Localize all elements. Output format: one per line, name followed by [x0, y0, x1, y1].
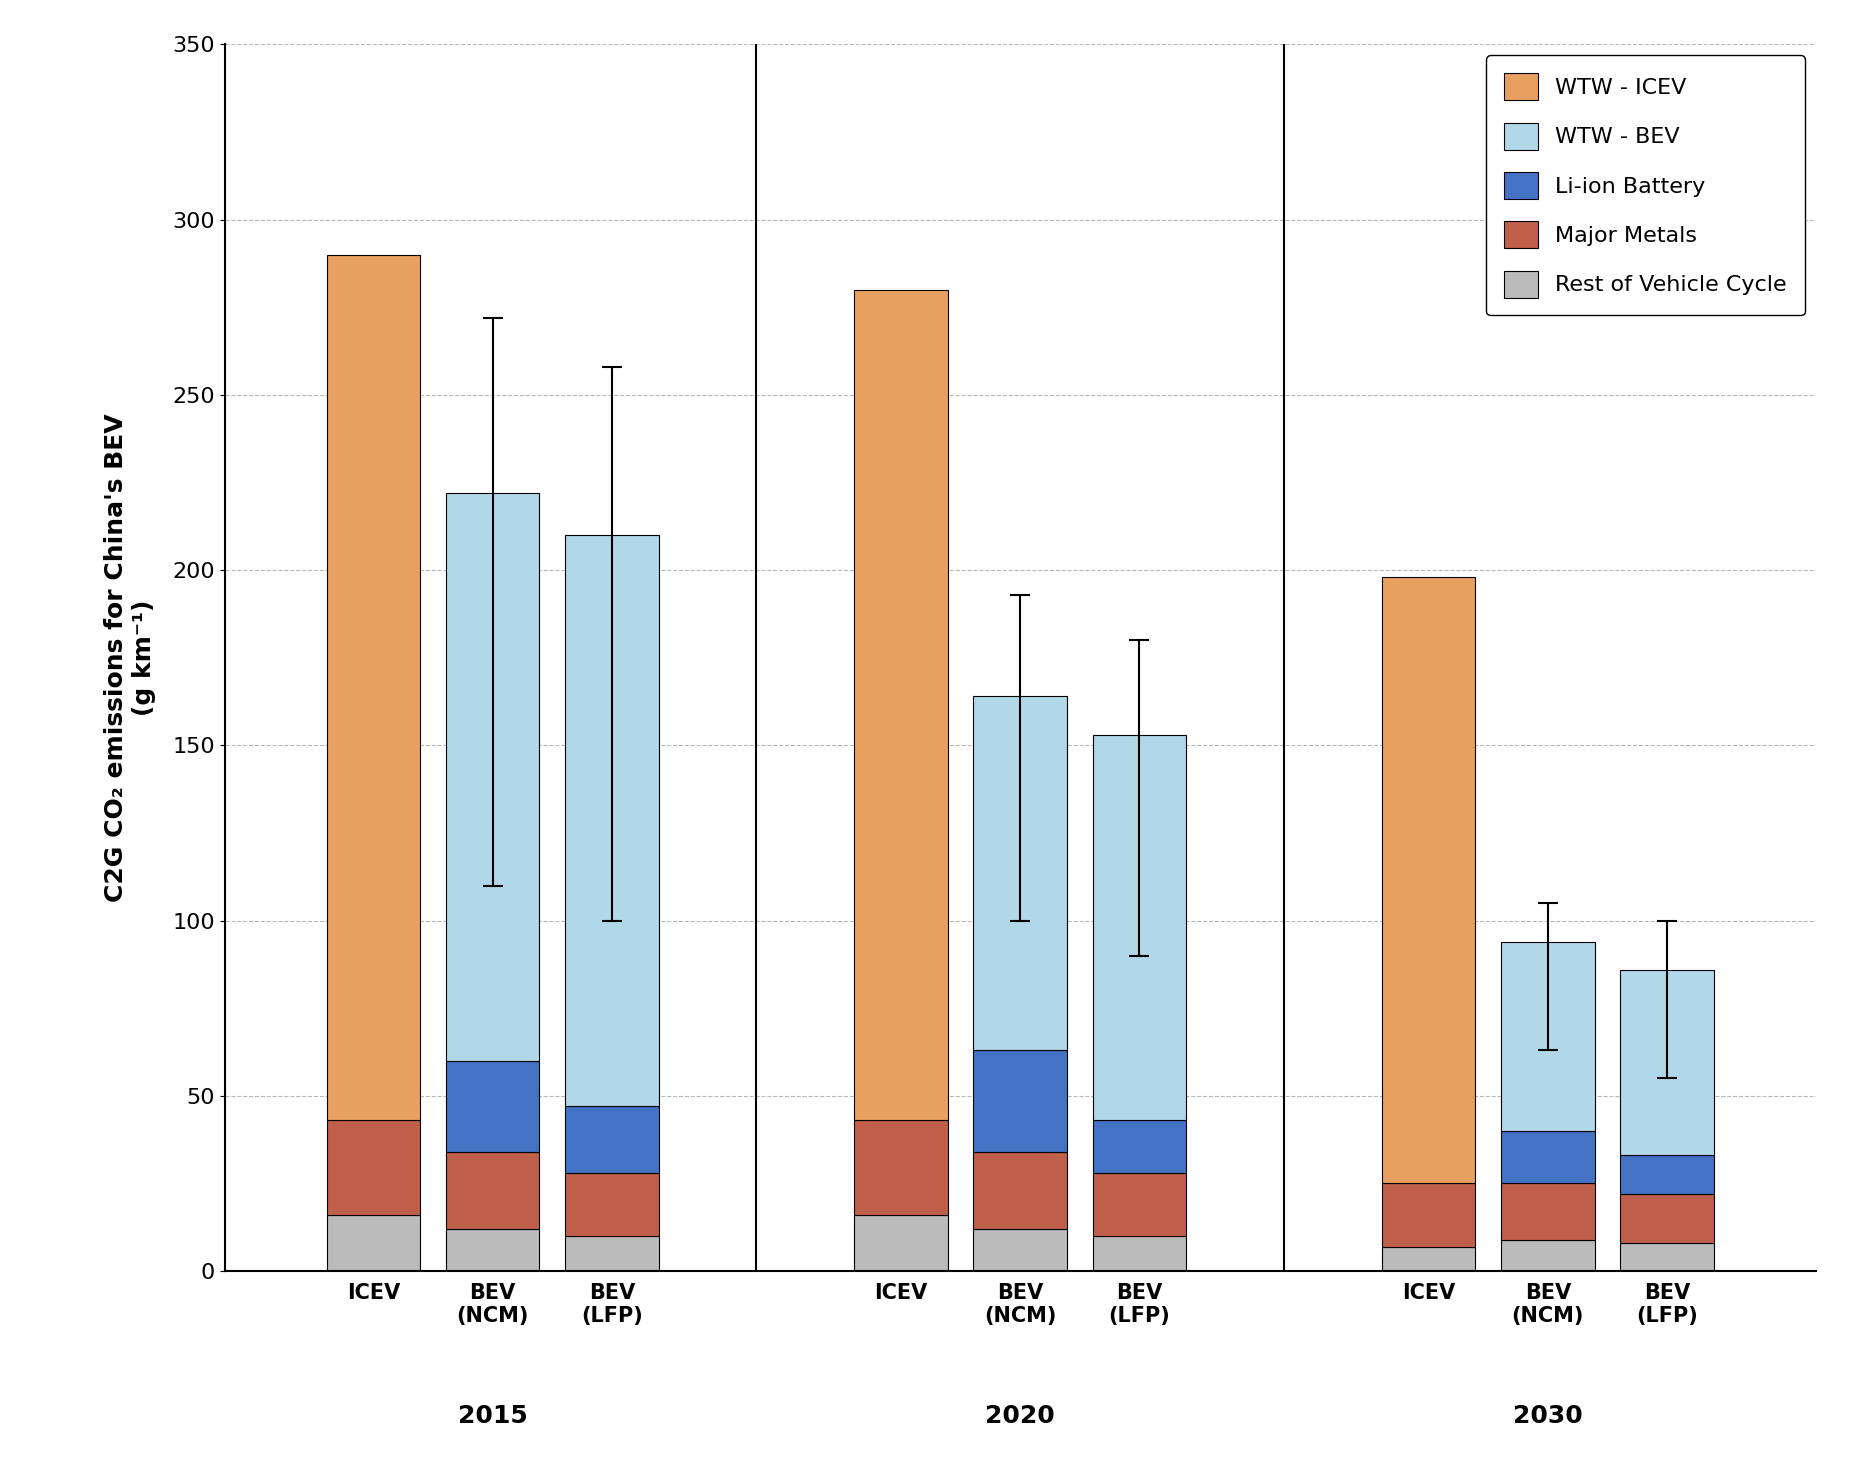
- Bar: [446, 1151, 539, 1230]
- Bar: [446, 494, 539, 1061]
- Bar: [1093, 1120, 1187, 1174]
- Bar: [446, 1061, 539, 1151]
- Bar: [1382, 1246, 1475, 1271]
- Bar: [1382, 1184, 1475, 1246]
- Bar: [1093, 1236, 1187, 1271]
- Bar: [1619, 1156, 1713, 1194]
- Bar: [328, 1215, 421, 1271]
- Bar: [854, 1215, 947, 1271]
- Bar: [973, 1051, 1067, 1151]
- Bar: [1093, 1174, 1187, 1236]
- Bar: [565, 1174, 659, 1236]
- Bar: [973, 696, 1067, 1051]
- Bar: [565, 1107, 659, 1174]
- Bar: [854, 1120, 947, 1215]
- Bar: [854, 290, 947, 1120]
- Bar: [1619, 1194, 1713, 1243]
- Bar: [1619, 970, 1713, 1156]
- Bar: [565, 1236, 659, 1271]
- Text: 2015: 2015: [459, 1404, 528, 1428]
- Bar: [973, 1230, 1067, 1271]
- Bar: [1501, 1131, 1595, 1184]
- Bar: [565, 535, 659, 1107]
- Bar: [1501, 1184, 1595, 1240]
- Legend: WTW - ICEV, WTW - BEV, Li-ion Battery, Major Metals, Rest of Vehicle Cycle: WTW - ICEV, WTW - BEV, Li-ion Battery, M…: [1486, 56, 1805, 315]
- Bar: [1501, 941, 1595, 1131]
- Bar: [446, 1230, 539, 1271]
- Bar: [1501, 1240, 1595, 1271]
- Text: 2020: 2020: [985, 1404, 1056, 1428]
- Bar: [328, 1120, 421, 1215]
- Text: 2030: 2030: [1513, 1404, 1582, 1428]
- Bar: [1093, 735, 1187, 1120]
- Bar: [328, 254, 421, 1120]
- Bar: [1619, 1243, 1713, 1271]
- Y-axis label: C2G CO₂ emissions for China's BEV
(g km⁻¹): C2G CO₂ emissions for China's BEV (g km⁻…: [103, 414, 155, 902]
- Bar: [1382, 576, 1475, 1184]
- Bar: [973, 1151, 1067, 1230]
